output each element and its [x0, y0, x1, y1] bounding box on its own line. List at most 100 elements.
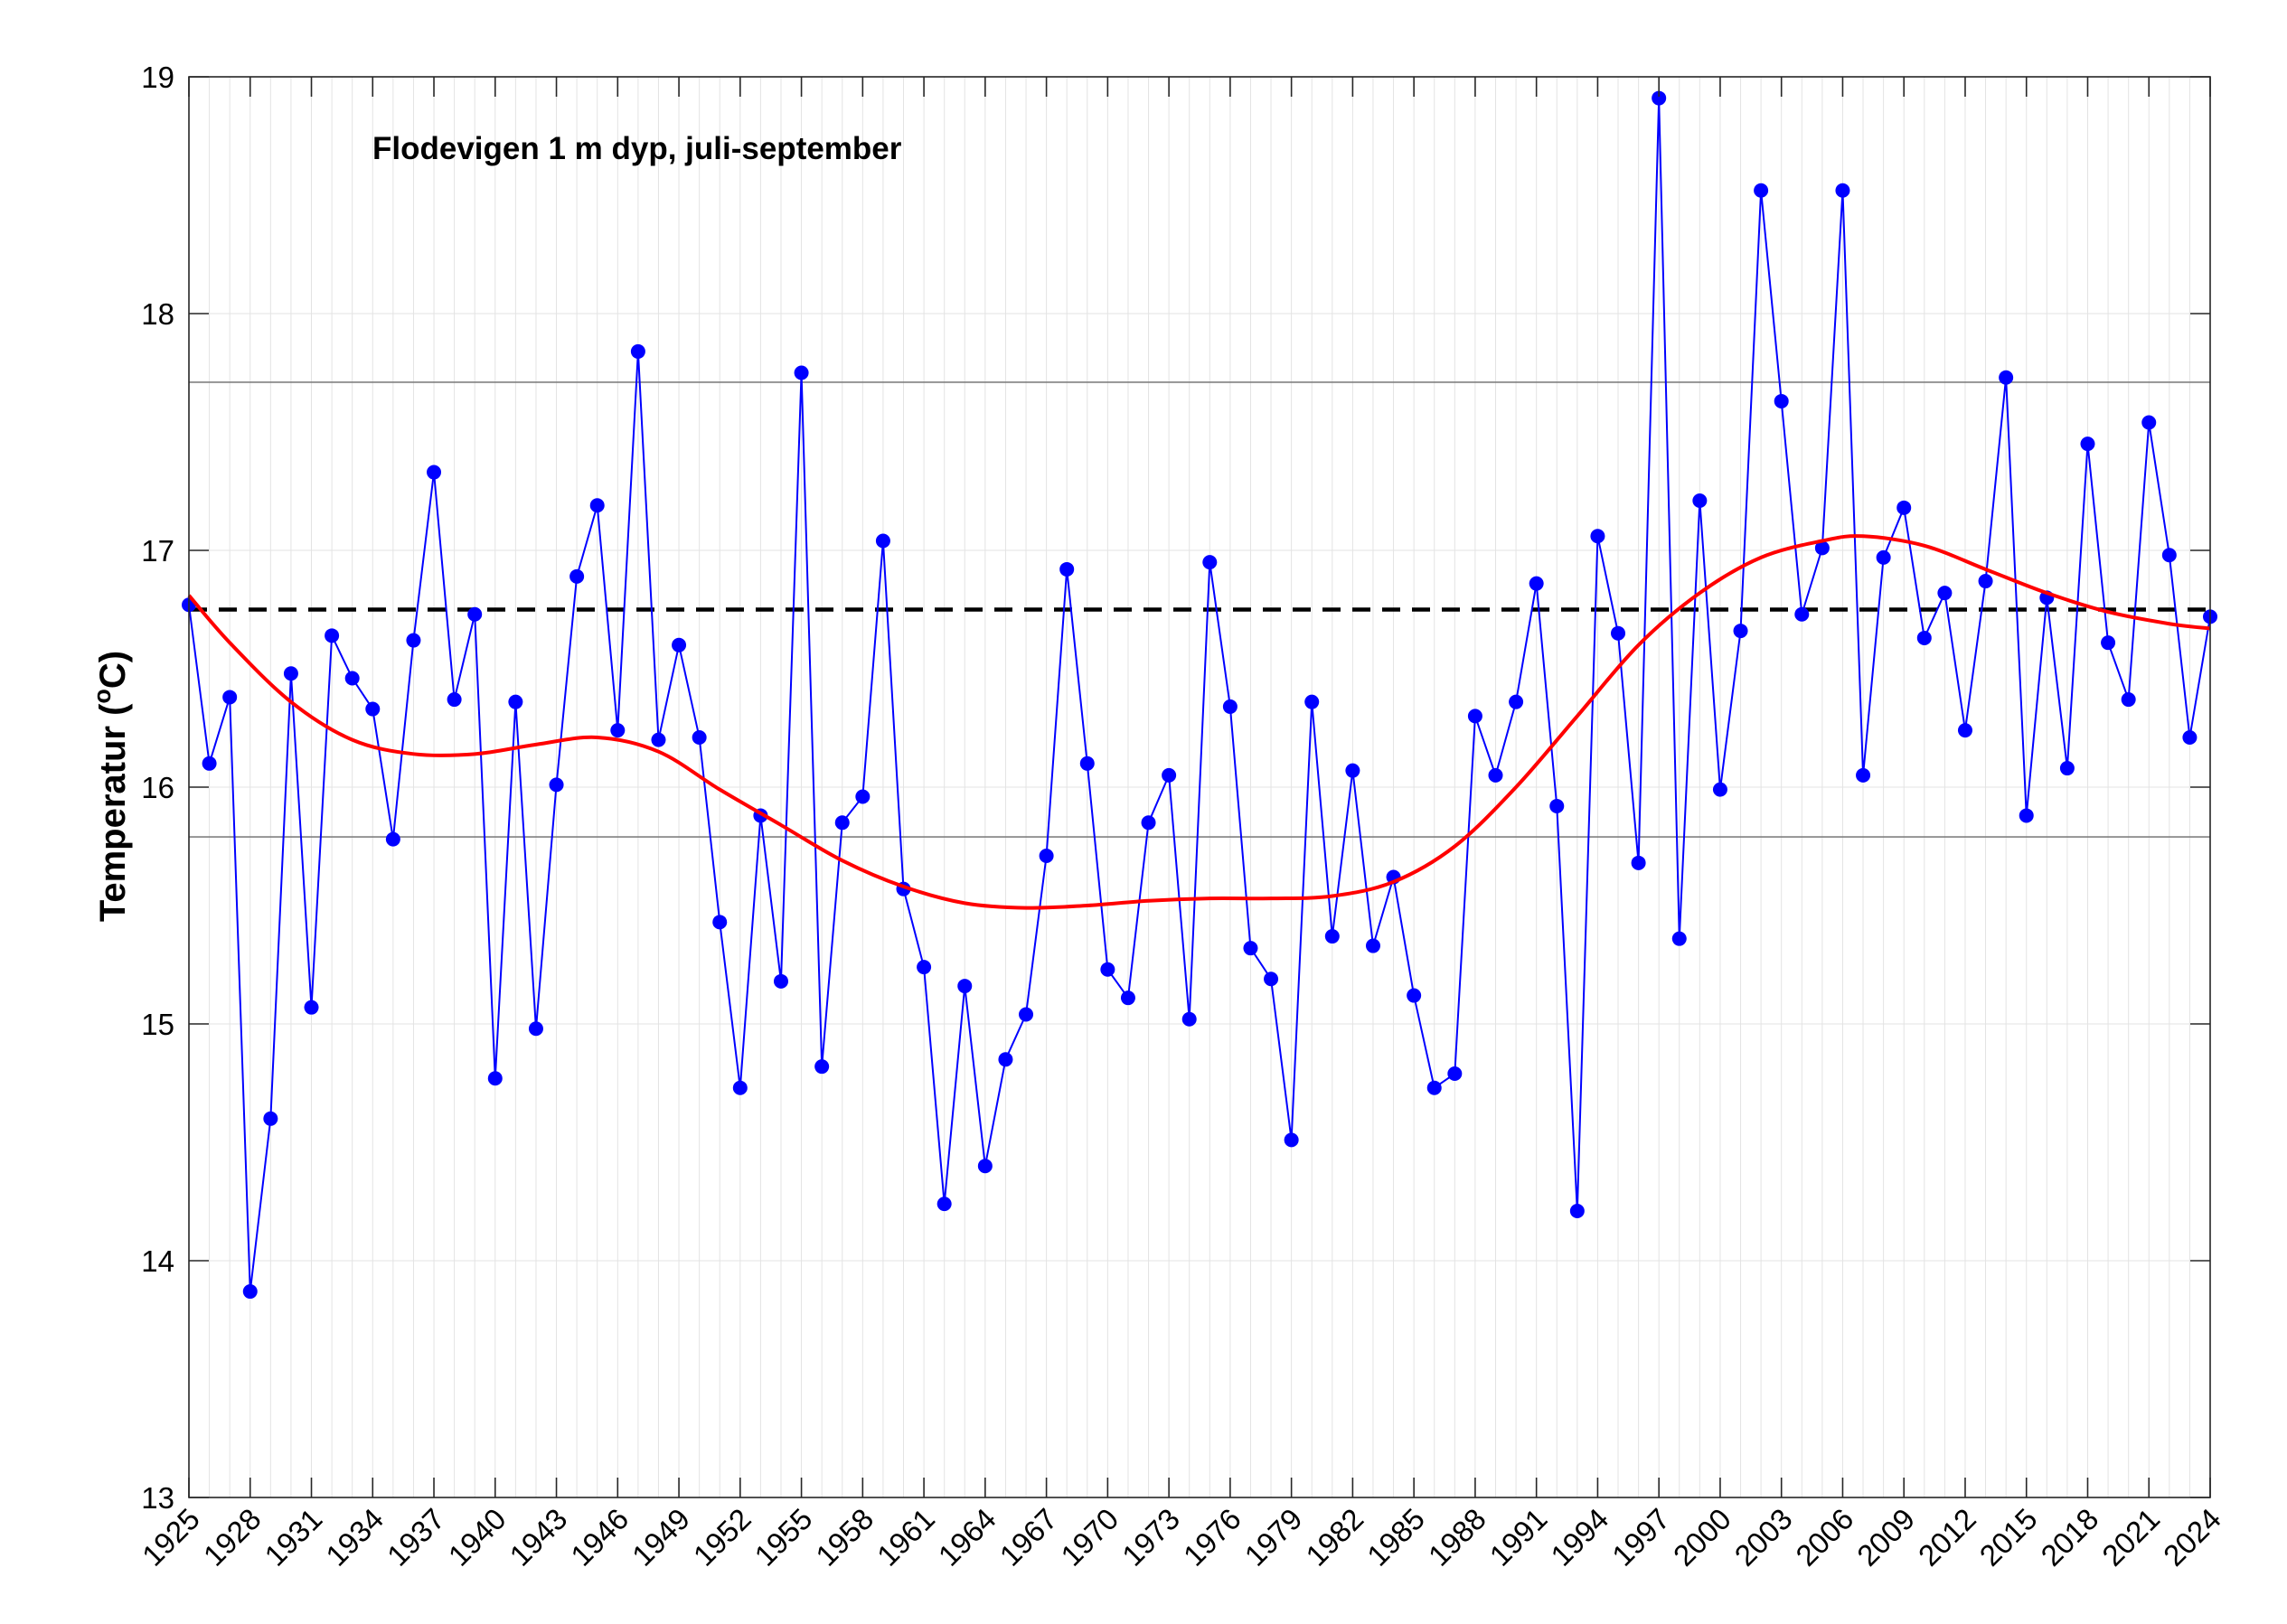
- data-point: [672, 637, 687, 652]
- data-point: [1754, 183, 1769, 198]
- data-point: [651, 732, 666, 747]
- data-point: [1079, 756, 1095, 771]
- data-point: [1856, 767, 1871, 783]
- data-point: [508, 694, 523, 709]
- data-point: [1365, 938, 1380, 953]
- data-point: [1814, 540, 1830, 556]
- data-point: [1019, 1007, 1034, 1022]
- data-point: [1162, 767, 1177, 783]
- data-point: [814, 1059, 830, 1075]
- data-point: [365, 701, 381, 717]
- data-point: [1202, 555, 1218, 570]
- y-tick-label: 15: [141, 1008, 174, 1041]
- data-point: [1652, 90, 1667, 106]
- data-point: [1447, 1066, 1463, 1082]
- y-tick-label: 16: [141, 771, 174, 804]
- data-point: [1488, 767, 1503, 783]
- data-point: [1426, 1080, 1442, 1095]
- data-point: [304, 1000, 319, 1015]
- y-axis-label-main: Temperatur (: [93, 703, 133, 922]
- data-point: [1243, 941, 1258, 956]
- data-point: [589, 498, 605, 513]
- y-axis-label: Temperatur (oC): [89, 651, 133, 922]
- data-point: [630, 343, 645, 359]
- data-point: [1957, 723, 1972, 738]
- y-tick-label: 19: [141, 61, 174, 94]
- data-point: [2182, 729, 2198, 745]
- data-point: [406, 633, 421, 648]
- data-point: [1181, 1011, 1197, 1027]
- data-point: [855, 789, 871, 804]
- data-point: [1407, 988, 1422, 1003]
- data-point: [2121, 692, 2136, 708]
- data-point: [1100, 962, 1115, 977]
- data-point: [325, 628, 340, 643]
- data-point: [447, 692, 462, 708]
- data-point: [610, 723, 626, 738]
- data-point: [1467, 709, 1482, 724]
- data-point: [1059, 561, 1075, 577]
- data-point: [202, 756, 217, 771]
- data-point: [2161, 548, 2177, 563]
- data-point: [692, 729, 707, 745]
- data-point: [1692, 493, 1708, 508]
- data-point: [834, 815, 850, 831]
- data-point: [1529, 576, 1544, 591]
- data-point: [549, 777, 564, 793]
- data-point: [1569, 1203, 1585, 1218]
- data-point: [1896, 500, 1912, 515]
- y-tick-label: 14: [141, 1244, 174, 1278]
- data-point: [528, 1021, 543, 1037]
- y-tick-label: 13: [141, 1481, 174, 1515]
- chart-title: Flodevigen 1 m dyp, juli-september: [372, 131, 902, 166]
- data-point: [732, 1080, 748, 1095]
- data-point: [2019, 808, 2034, 823]
- grid: [188, 76, 2211, 1498]
- data-point: [467, 606, 483, 622]
- data-point: [1611, 625, 1626, 641]
- smooth-curve-path: [187, 534, 2211, 910]
- data-point: [977, 1159, 993, 1174]
- data-point: [487, 1071, 503, 1086]
- data-point: [2101, 635, 2116, 651]
- y-axis-label-end: C): [93, 651, 133, 689]
- data-point: [1284, 1132, 1299, 1148]
- data-point: [385, 831, 400, 847]
- data-point: [1671, 931, 1687, 946]
- series: [182, 90, 2217, 1300]
- data-point: [427, 465, 442, 480]
- data-point: [1324, 929, 1340, 944]
- data-point: [1345, 763, 1360, 778]
- data-point: [2141, 415, 2157, 430]
- data-point: [1978, 574, 1993, 589]
- data-point: [1039, 848, 1054, 863]
- y-tick-label: 18: [141, 297, 174, 331]
- y-tick-label: 17: [141, 534, 174, 568]
- data-point: [1774, 393, 1789, 408]
- data-point: [773, 973, 788, 989]
- axes: [188, 76, 2211, 1498]
- data-point: [1222, 699, 1238, 714]
- data-point: [957, 979, 973, 994]
- data-point: [1631, 855, 1646, 870]
- data-point: [1304, 694, 1320, 709]
- series-line: [188, 98, 2211, 1292]
- data-point: [936, 1197, 952, 1212]
- std-lines: [189, 381, 2210, 838]
- data-point: [1590, 529, 1605, 544]
- data-point: [2080, 437, 2095, 452]
- data-point: [875, 533, 890, 549]
- data-point: [1916, 630, 1932, 645]
- data-point: [712, 915, 728, 930]
- data-point: [1264, 972, 1279, 987]
- data-point: [1120, 990, 1135, 1006]
- data-point: [917, 960, 932, 975]
- data-point: [1999, 370, 2014, 385]
- data-point: [222, 690, 238, 705]
- data-point: [263, 1111, 278, 1126]
- data-point: [1937, 586, 1953, 601]
- data-point: [1876, 549, 1891, 565]
- data-point: [1733, 624, 1748, 639]
